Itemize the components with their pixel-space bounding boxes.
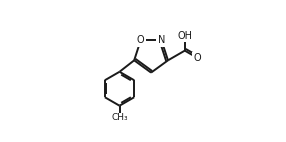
Text: O: O — [137, 36, 144, 45]
Text: N: N — [158, 36, 165, 45]
Text: CH₃: CH₃ — [111, 113, 128, 122]
Text: OH: OH — [177, 31, 192, 41]
Text: O: O — [193, 53, 201, 63]
